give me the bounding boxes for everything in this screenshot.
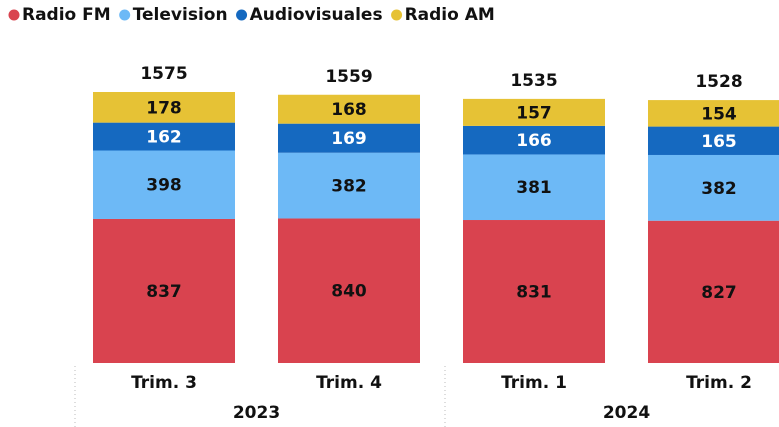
data-label: 162 [146, 128, 182, 148]
legend-label: Radio AM [405, 5, 495, 25]
bar-segment [648, 126, 779, 155]
data-label: 168 [331, 100, 367, 120]
legend-label: Television [133, 5, 228, 25]
group-label: 2024 [603, 403, 650, 423]
bar-segment [93, 122, 235, 151]
total-label: 1575 [140, 64, 187, 84]
data-label: 382 [331, 177, 367, 197]
bar-segment [463, 154, 605, 221]
bar-segment [278, 94, 420, 124]
data-label: 382 [701, 179, 737, 199]
bar-segment [278, 152, 420, 219]
data-label: 381 [516, 178, 552, 198]
data-label: 840 [331, 282, 367, 302]
total-label: 1535 [510, 71, 557, 91]
legend-marker [236, 9, 248, 21]
data-label: 837 [146, 282, 182, 302]
data-label: 169 [331, 129, 367, 149]
x-tick-label: Trim. 1 [501, 373, 567, 393]
bar-segment [278, 218, 420, 363]
data-label: 831 [516, 283, 552, 303]
data-label: 154 [701, 104, 737, 124]
x-tick-label: Trim. 3 [131, 373, 197, 393]
legend-marker [8, 9, 20, 21]
bar-segment [463, 98, 605, 126]
bar-segment [93, 92, 235, 123]
legend-marker [391, 9, 403, 21]
total-label: 1528 [695, 72, 742, 92]
bar-segment [93, 150, 235, 219]
bar-segment [463, 125, 605, 155]
bar-segment [648, 220, 779, 363]
x-tick-label: Trim. 2 [686, 373, 752, 393]
x-tick-label: Trim. 4 [316, 373, 382, 393]
data-label: 398 [146, 176, 182, 196]
bar-segment [93, 218, 235, 363]
bar-segment [463, 220, 605, 363]
data-label: 166 [516, 131, 552, 151]
data-label: 165 [701, 132, 737, 152]
total-label: 1559 [325, 67, 372, 87]
legend-label: Audiovisuales [250, 5, 383, 25]
data-label: 157 [516, 103, 552, 123]
data-label: 827 [701, 283, 737, 303]
bar-segment [648, 100, 779, 127]
data-label: 178 [146, 98, 182, 118]
legend-label: Radio FM [22, 5, 111, 25]
legend-marker [119, 9, 131, 21]
bar-segment [278, 123, 420, 153]
bar-segment [648, 154, 779, 221]
group-label: 2023 [233, 403, 280, 423]
